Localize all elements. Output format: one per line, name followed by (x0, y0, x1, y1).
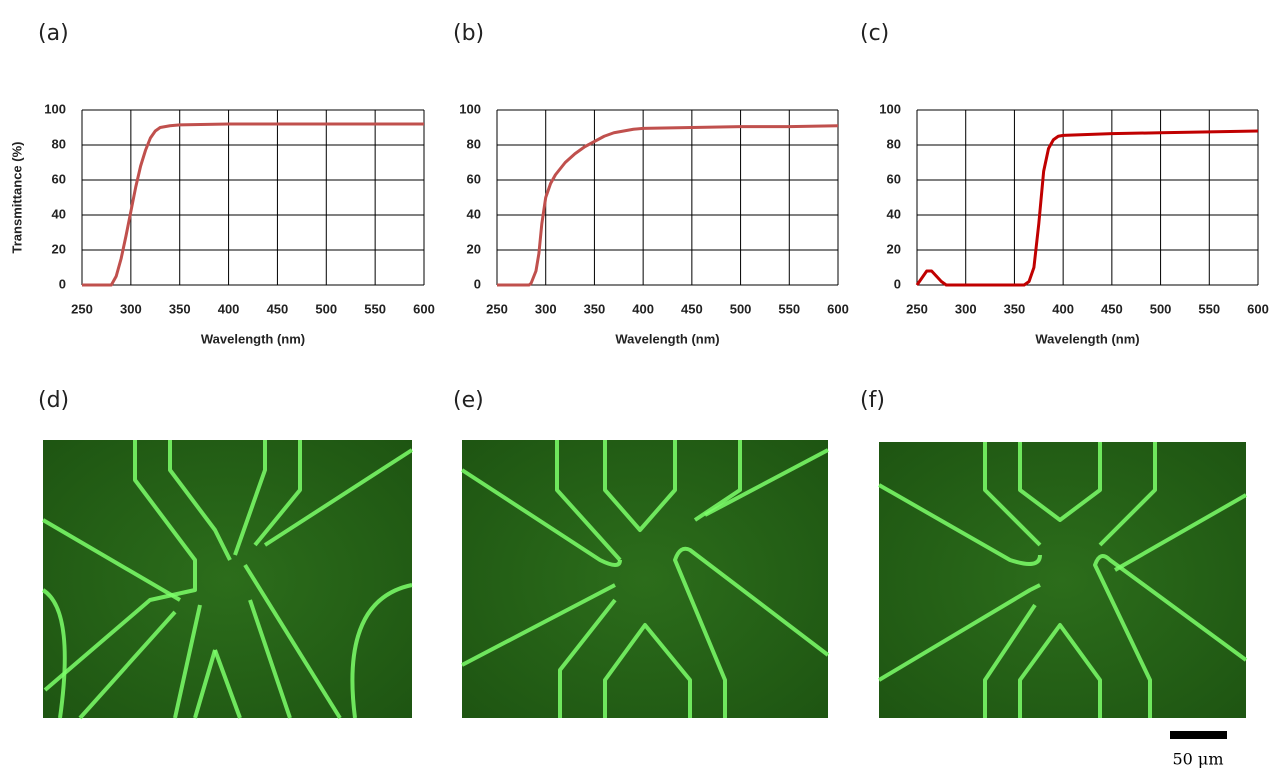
y-tick-label: 20 (467, 241, 481, 256)
x-tick-label: 550 (778, 301, 800, 316)
y-tick-label: 0 (59, 276, 66, 291)
panel-label: (b) (453, 21, 484, 46)
x-tick-label: 400 (632, 301, 654, 316)
micrograph (460, 440, 830, 718)
y-tick-label: 20 (887, 241, 901, 256)
x-tick-label: 450 (1101, 301, 1123, 316)
x-tick-label: 500 (1150, 301, 1172, 316)
x-tick-label: 250 (486, 301, 508, 316)
x-tick-label: 250 (71, 301, 93, 316)
y-tick-label: 80 (887, 136, 901, 151)
y-tick-label: 60 (887, 171, 901, 186)
x-tick-label: 400 (218, 301, 240, 316)
y-tick-label: 20 (52, 241, 66, 256)
panel-label: (a) (38, 21, 69, 46)
x-tick-label: 350 (169, 301, 191, 316)
y-tick-label: 60 (52, 171, 66, 186)
micrograph (877, 442, 1248, 718)
y-tick-label: 0 (474, 276, 481, 291)
y-axis-title: Transmittance (%) (9, 142, 24, 254)
panel-label: (d) (38, 388, 69, 413)
x-tick-label: 500 (730, 301, 752, 316)
y-tick-label: 80 (52, 136, 66, 151)
x-axis-title: Wavelength (nm) (201, 331, 305, 346)
x-tick-label: 550 (1198, 301, 1220, 316)
scale-label: 50 μm (1172, 750, 1223, 769)
y-tick-label: 40 (467, 206, 481, 221)
y-tick-label: 0 (894, 276, 901, 291)
y-tick-label: 40 (887, 206, 901, 221)
scale-bar (1170, 731, 1227, 739)
panel-label: (f) (860, 388, 885, 413)
x-axis-title: Wavelength (nm) (615, 331, 719, 346)
x-tick-label: 350 (584, 301, 606, 316)
x-tick-label: 350 (1004, 301, 1026, 316)
data-line (497, 124, 839, 287)
x-tick-label: 400 (1052, 301, 1074, 316)
x-tick-label: 600 (1247, 301, 1269, 316)
x-tick-label: 450 (267, 301, 289, 316)
x-tick-label: 450 (681, 301, 703, 316)
micrograph (41, 440, 414, 720)
x-tick-label: 300 (120, 301, 142, 316)
y-tick-label: 60 (467, 171, 481, 186)
x-tick-label: 600 (827, 301, 849, 316)
y-tick-label: 100 (459, 101, 481, 116)
y-tick-label: 40 (52, 206, 66, 221)
x-tick-label: 600 (413, 301, 435, 316)
y-tick-label: 100 (44, 101, 66, 116)
panel-label: (c) (860, 21, 889, 46)
panel-label: (e) (453, 388, 484, 413)
x-tick-label: 550 (364, 301, 386, 316)
x-axis-title: Wavelength (nm) (1035, 331, 1139, 346)
y-tick-label: 100 (879, 101, 901, 116)
y-tick-label: 80 (467, 136, 481, 151)
data-line (915, 129, 1259, 287)
x-tick-label: 300 (955, 301, 977, 316)
x-tick-label: 300 (535, 301, 557, 316)
data-line (82, 122, 424, 287)
x-tick-label: 250 (906, 301, 928, 316)
x-tick-label: 500 (315, 301, 337, 316)
